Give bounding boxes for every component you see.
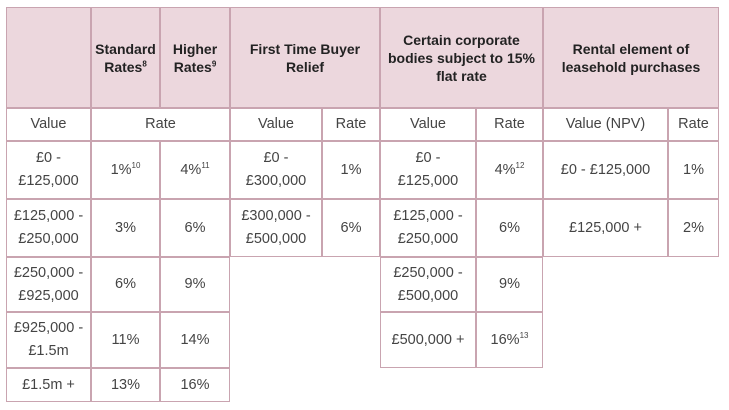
higher-rates-label: Higher Rates xyxy=(172,40,218,75)
std-row-3-value: £250,000 - £925,000 xyxy=(6,257,91,312)
std-row-3-standard-rate: 6% xyxy=(91,257,160,312)
header-first-time-buyer: First Time Buyer Relief xyxy=(230,7,380,108)
ftb-row-2-value: £300,000 - £500,000 xyxy=(230,199,322,257)
subheader-corp-value: Value xyxy=(380,108,476,141)
corp-row-1-rate: 4%12 xyxy=(476,141,543,199)
subheader-rate: Rate xyxy=(91,108,230,141)
header-empty-corner xyxy=(6,7,91,108)
rental-row-1-rate: 1% xyxy=(668,141,719,199)
header-rental-element: Rental element of leasehold purchases xyxy=(543,7,719,108)
std-row-5-higher-rate: 16% xyxy=(160,368,230,402)
standard-rates-label: Standard Rates xyxy=(95,40,156,75)
corp-row-1-value: £0 - £125,000 xyxy=(380,141,476,199)
ftb-row-1-rate: 1% xyxy=(322,141,380,199)
subheader-corp-rate: Rate xyxy=(476,108,543,141)
subheader-value: Value xyxy=(6,108,91,141)
ftb-row-2-rate: 6% xyxy=(322,199,380,257)
subheader-ftb-value: Value xyxy=(230,108,322,141)
std-row-1-value: £0 - £125,000 xyxy=(6,141,91,199)
std-row-3-higher-rate: 9% xyxy=(160,257,230,312)
std-row-2-higher-rate: 6% xyxy=(160,199,230,257)
std-row-1-higher-rate: 4%11 xyxy=(160,141,230,199)
ftb-row-1-value: £0 - £300,000 xyxy=(230,141,322,199)
subheader-rental-value: Value (NPV) xyxy=(543,108,668,141)
std-row-5-value: £1.5m + xyxy=(6,368,91,402)
std-row-4-value: £925,000 - £1.5m xyxy=(6,312,91,368)
subheader-rental-rate: Rate xyxy=(668,108,719,141)
corp-row-4-value: £500,000 + xyxy=(380,312,476,368)
higher-rates-footnote: 9 xyxy=(211,58,217,68)
standard-rates-footnote: 8 xyxy=(142,58,147,68)
std-row-5-standard-rate: 13% xyxy=(91,368,160,402)
std-row-2-value: £125,000 - £250,000 xyxy=(6,199,91,257)
std-row-4-standard-rate: 11% xyxy=(91,312,160,368)
header-corporate-bodies: Certain corporate bodies subject to 15% … xyxy=(380,7,543,108)
rental-row-2-value: £125,000 + xyxy=(543,199,668,257)
corp-row-2-value: £125,000 - £250,000 xyxy=(380,199,476,257)
header-higher-rates: Higher Rates9 xyxy=(160,7,230,108)
std-row-2-standard-rate: 3% xyxy=(91,199,160,257)
corp-row-3-value: £250,000 - £500,000 xyxy=(380,257,476,312)
corp-row-2-rate: 6% xyxy=(476,199,543,257)
rental-row-2-rate: 2% xyxy=(668,199,719,257)
rental-row-1-value: £0 - £125,000 xyxy=(543,141,668,199)
corp-row-3-rate: 9% xyxy=(476,257,543,312)
std-row-1-standard-rate: 1%10 xyxy=(91,141,160,199)
subheader-ftb-rate: Rate xyxy=(322,108,380,141)
corp-row-4-rate: 16%13 xyxy=(476,312,543,368)
header-standard-rates: Standard Rates8 xyxy=(91,7,160,108)
std-row-4-higher-rate: 14% xyxy=(160,312,230,368)
